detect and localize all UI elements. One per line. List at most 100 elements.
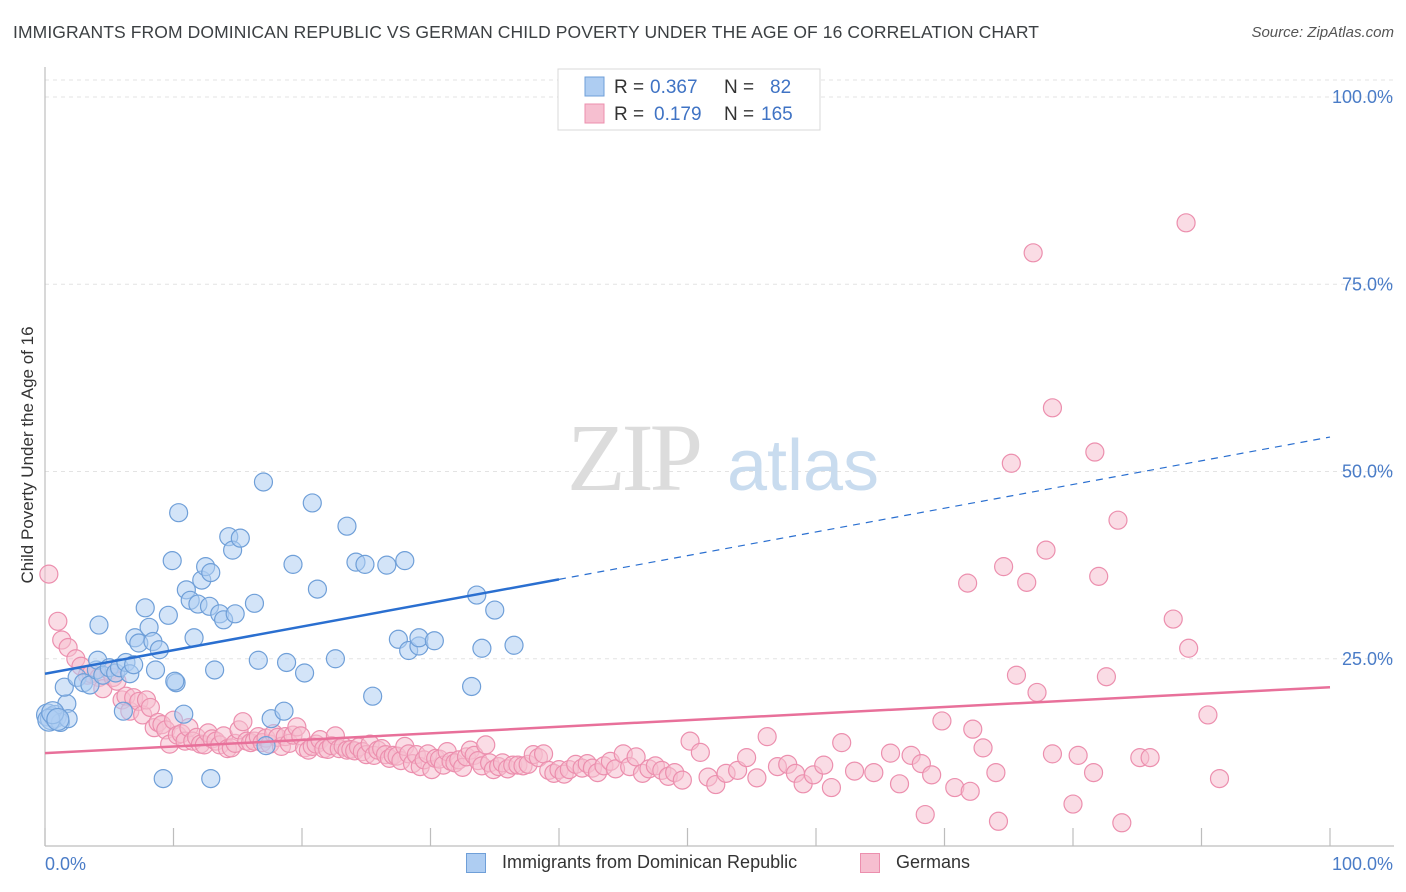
germans-point-199 — [1063, 794, 1083, 814]
watermark-zip: ZIP — [567, 404, 700, 511]
legend-swatch-pink — [584, 103, 605, 124]
germans-point-195 — [1176, 213, 1196, 233]
germans-point-142 — [672, 770, 692, 790]
germans-point-157 — [814, 755, 834, 775]
germans-point-198 — [988, 811, 1009, 831]
legend: R = 0.367 N = 82 R = 0.179 N = 165 — [557, 68, 821, 131]
dominican-point-65 — [377, 555, 397, 575]
legend-r-value-2: 0.179 — [654, 104, 702, 125]
dominican-point-81 — [165, 671, 185, 691]
germans-point-190 — [1042, 398, 1063, 418]
germans-point-192 — [1085, 442, 1105, 462]
germans-point-158 — [821, 777, 842, 798]
dominican-point-61 — [337, 516, 357, 536]
germans-point-170 — [973, 738, 993, 758]
germans-point-172 — [1006, 665, 1027, 685]
germans-point-119 — [533, 744, 554, 764]
germans-point-175 — [1068, 745, 1088, 765]
germans-point-188 — [1001, 453, 1021, 473]
dominican-point-76 — [504, 635, 524, 655]
dominican-point-22 — [135, 598, 155, 618]
germans-point-171 — [986, 762, 1006, 783]
legend-n-label-2: N = — [724, 104, 754, 125]
germans-point-161 — [864, 762, 884, 783]
dominican-point-57 — [294, 663, 315, 683]
germans-point-176 — [1083, 762, 1104, 783]
dominican-point-72 — [462, 676, 482, 697]
germans-point-182 — [1179, 638, 1199, 658]
watermark-atlas: atlas — [727, 426, 879, 506]
germans-point-160 — [844, 761, 865, 781]
germans-point-183 — [1198, 705, 1218, 725]
dominican-point-31 — [169, 503, 189, 523]
dominican-point-54 — [274, 701, 294, 721]
germans-point-0 — [39, 564, 59, 584]
dominican-point-28 — [158, 605, 178, 625]
dominican-point-60 — [325, 649, 346, 669]
germans-point-194 — [1023, 243, 1043, 263]
legend-r-label-2: R = — [614, 104, 644, 125]
germans-point-196 — [915, 804, 935, 825]
x-tick-label-left: 0.0% — [45, 854, 86, 874]
legend-r-value-1: 0.367 — [650, 77, 698, 98]
dominican-point-26 — [149, 640, 169, 660]
germans-point-135 — [626, 747, 646, 767]
dominican-point-6 — [54, 677, 74, 697]
germans-point-44 — [233, 712, 253, 732]
gridlines — [45, 79, 1394, 660]
germans-point-197 — [960, 781, 980, 801]
dominican-point-52 — [256, 736, 276, 756]
bottom-legend-label-germans: Germans — [896, 852, 971, 872]
dominican-point-25 — [145, 660, 166, 680]
dominican-point-67 — [395, 551, 415, 571]
dominican-point-55 — [276, 652, 297, 673]
x-tick-labels: 0.0% 100.0% — [45, 854, 1393, 874]
trendlines — [44, 436, 1331, 755]
y-tick-label-3: 25.0% — [1342, 649, 1393, 669]
dominican-point-50 — [248, 650, 268, 670]
germans-point-174 — [1042, 744, 1063, 764]
germans-point-162 — [880, 743, 901, 763]
bottom-legend-item-germans: Germans — [860, 852, 970, 873]
dominican-point-49 — [244, 593, 265, 613]
legend-r-label-1: R = — [614, 77, 644, 98]
germans-point-163 — [889, 774, 910, 794]
dominican-point-42 — [205, 660, 225, 680]
y-tick-label-2: 50.0% — [1342, 462, 1393, 482]
dominican-point-48 — [230, 528, 250, 548]
bottom-legend-swatch-blue — [466, 852, 486, 873]
germans-point-186 — [994, 557, 1014, 577]
bottom-legend-item-dominican: Immigrants from Dominican Republic — [466, 852, 797, 873]
dominican-point-71 — [424, 631, 444, 651]
germans-point-185 — [958, 573, 978, 593]
germans-point-191 — [1089, 566, 1109, 586]
germans-point-144 — [690, 742, 710, 762]
dominican-point-74 — [472, 638, 492, 658]
germans-point-193 — [1108, 510, 1128, 530]
y-tick-label-1: 75.0% — [1342, 274, 1393, 294]
germans-point-177 — [1096, 667, 1117, 687]
germans-point-149 — [737, 748, 757, 768]
dominican-point-64 — [363, 686, 383, 706]
germans-point-189 — [1036, 540, 1056, 560]
germans-trendline — [44, 685, 1331, 755]
germans-point-187 — [1017, 572, 1037, 592]
dominican-point-41 — [201, 768, 221, 789]
dominican-point-12 — [89, 615, 109, 635]
dominican-point-47 — [225, 604, 245, 624]
dominican-point-63 — [355, 554, 375, 574]
x-tick-label-right: 100.0% — [1332, 854, 1393, 874]
dominican-point-59 — [307, 579, 328, 599]
chart-title: IMMIGRANTS FROM DOMINICAN REPUBLIC VS GE… — [13, 22, 1040, 42]
axes — [44, 67, 1394, 847]
germans-point-1 — [48, 611, 68, 631]
y-tick-labels: 100.0% 75.0% 50.0% 25.0% — [1332, 87, 1393, 669]
germans-point-181 — [1163, 609, 1183, 629]
germans-point-166 — [922, 765, 942, 785]
legend-n-value-2: 165 — [761, 104, 793, 125]
dominican-trendline-extension — [558, 436, 1331, 580]
legend-n-label-1: N = — [724, 77, 754, 98]
dominican-point-32 — [174, 704, 194, 724]
germans-point-20 — [140, 697, 160, 718]
